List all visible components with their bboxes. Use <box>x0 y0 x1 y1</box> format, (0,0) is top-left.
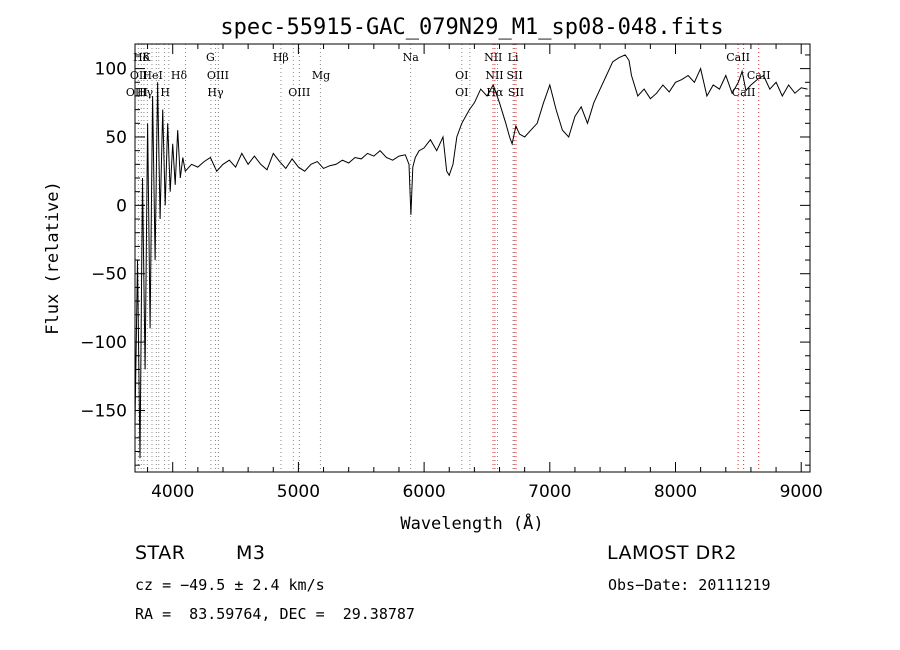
chart-title: spec-55915-GAC_079N29_M1_sp08-048.fits <box>220 15 723 40</box>
spectral-line-label: NII <box>485 69 503 82</box>
tick-label: 6000 <box>402 482 445 502</box>
tick-label: 4000 <box>151 482 194 502</box>
spectral-line-label: Hγ <box>207 86 224 99</box>
spectral-line-label: CaII <box>726 51 750 64</box>
object-class: STAR <box>135 542 186 564</box>
tick-label: 50 <box>105 128 127 148</box>
tick-label: 0 <box>116 196 127 216</box>
spectral-line-label: Hδ <box>133 51 150 64</box>
plot-frame <box>134 43 811 473</box>
spectral-line-label: OIII <box>126 86 148 99</box>
spectral-line-label: Hγ <box>137 86 154 99</box>
spectral-line-label: NII <box>484 51 502 64</box>
tick-label: −100 <box>80 333 127 353</box>
spectral-line-label: OIII <box>288 86 310 99</box>
object-subclass: M3 <box>236 542 266 564</box>
axis-ticks: 4000 5000 6000 7000 8000 9000 100 50 0 −50 −100 −15… <box>80 44 823 502</box>
spectral-line-label: SII <box>506 69 522 82</box>
spectral-line-label: K <box>142 51 151 64</box>
tick-label: 9000 <box>780 482 823 502</box>
spectral-line-label: H <box>160 86 170 99</box>
x-axis-label: Wavelength (Å) <box>400 512 543 534</box>
spectral-line-label: OI <box>455 86 468 99</box>
spectral-line-label: G <box>206 51 215 64</box>
tick-label: 100 <box>95 60 127 80</box>
tick-label: −150 <box>80 401 127 421</box>
spectral-line-label: OII <box>130 69 148 82</box>
spectral-line-label: Na <box>403 51 420 64</box>
tick-label: 8000 <box>654 482 697 502</box>
tick-label: 5000 <box>277 482 320 502</box>
y-axis-label: Flux (relative) <box>43 181 63 335</box>
spectral-line-label: Hδ <box>171 69 188 82</box>
tick-label: −50 <box>91 265 127 285</box>
redshift-velocity: cz = −49.5 ± 2.4 km/s <box>135 576 325 594</box>
spectral-line-label: Mg <box>312 69 330 82</box>
spectral-line-label: CaII <box>732 86 756 99</box>
spectrum-line <box>134 54 808 459</box>
spectral-line-label: Li <box>508 51 519 64</box>
line-markers <box>137 44 760 472</box>
spectral-line-label: OI <box>455 69 468 82</box>
spectral-line-label: Hβ <box>273 51 289 64</box>
observation-date: Obs−Date: 20111219 <box>608 576 771 594</box>
spectral-line-label: HeI <box>142 69 162 82</box>
spectral-line-label: SII <box>508 86 524 99</box>
tick-label: 7000 <box>528 482 571 502</box>
spectral-line-label: OIII <box>207 69 229 82</box>
survey-name: LAMOST DR2 <box>607 542 737 564</box>
spectral-line-label: CaII <box>747 69 771 82</box>
coordinates: RA = 83.59764, DEC = 29.38787 <box>135 605 415 623</box>
